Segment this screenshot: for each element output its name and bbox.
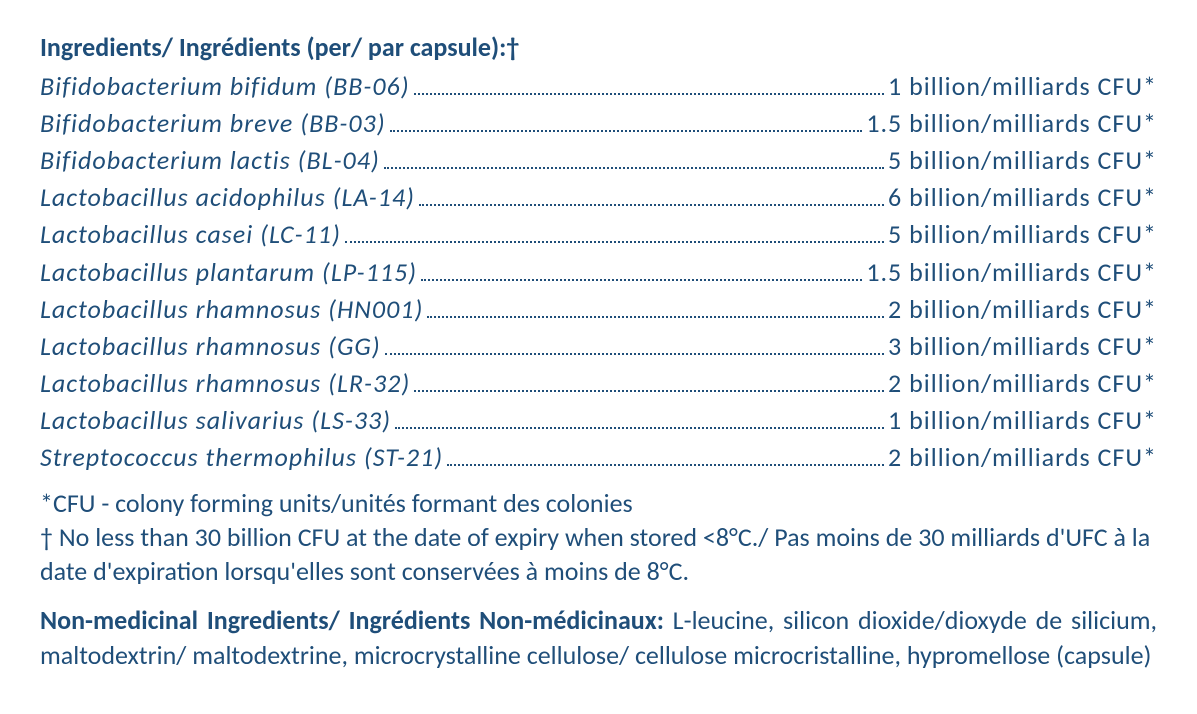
ingredient-row: Bifidobacterium breve (BB-03) 1.5 billion… [40, 106, 1157, 141]
dot-leader [421, 255, 862, 281]
ingredient-value: 1 billion/milliards CFU* [888, 403, 1157, 438]
ingredient-name: Lactobacillus salivarius (LS-33) [40, 403, 391, 438]
ingredient-value: 1.5 billion/milliards CFU* [866, 255, 1157, 290]
ingredient-value: 1.5 billion/milliards CFU* [866, 106, 1157, 141]
dot-leader [427, 292, 884, 318]
ingredients-list: Bifidobacterium bifidum (BB-06) 1 billion… [40, 69, 1157, 475]
footnote-dagger: † No less than 30 billion CFU at the dat… [40, 521, 1157, 589]
ingredient-name: Lactobacillus rhamnosus (LR-32) [40, 366, 410, 401]
ingredient-row: Lactobacillus salivarius (LS-33) 1 billio… [40, 403, 1157, 438]
ingredient-value: 1 billion/milliards CFU* [888, 69, 1157, 104]
ingredient-name: Lactobacillus casei (LC-11) [40, 217, 341, 252]
ingredient-name: Lactobacillus rhamnosus (GG) [40, 329, 381, 364]
dot-leader [385, 329, 884, 355]
ingredient-name: Streptococcus thermophilus (ST-21) [40, 440, 443, 475]
footnotes: *CFU - colony forming units/unités forma… [40, 487, 1157, 588]
ingredient-name: Bifidobacterium lactis (BL-04) [40, 143, 380, 178]
ingredient-value: 5 billion/milliards CFU* [888, 143, 1157, 178]
ingredient-row: Lactobacillus rhamnosus (GG) 3 billion/mi… [40, 329, 1157, 364]
dot-leader [390, 106, 863, 132]
ingredient-name: Lactobacillus plantarum (LP-115) [40, 255, 417, 290]
ingredient-value: 2 billion/milliards CFU* [888, 366, 1157, 401]
ingredient-name: Lactobacillus acidophilus (LA-14) [40, 180, 415, 215]
dot-leader [414, 69, 884, 95]
dot-leader [345, 217, 884, 243]
dot-leader [447, 440, 884, 466]
ingredient-name: Bifidobacterium bifidum (BB-06) [40, 69, 410, 104]
dot-leader [419, 180, 884, 206]
ingredient-row: Streptococcus thermophilus (ST-21) 2 bill… [40, 440, 1157, 475]
ingredient-row: Lactobacillus plantarum (LP-115) 1.5 bill… [40, 255, 1157, 290]
ingredient-value: 2 billion/milliards CFU* [888, 292, 1157, 327]
nonmedicinal-section: Non-medicinal Ingredients/ Ingrédients N… [40, 603, 1157, 673]
dot-leader [395, 403, 884, 429]
ingredient-value: 6 billion/milliards CFU* [888, 180, 1157, 215]
ingredient-name: Bifidobacterium breve (BB-03) [40, 106, 386, 141]
ingredient-name: Lactobacillus rhamnosus (HN001) [40, 292, 423, 327]
ingredient-row: Bifidobacterium lactis (BL-04) 5 billion/… [40, 143, 1157, 178]
ingredient-row: Lactobacillus acidophilus (LA-14) 6 billi… [40, 180, 1157, 215]
ingredient-value: 2 billion/milliards CFU* [888, 440, 1157, 475]
nonmedicinal-label: Non-medicinal Ingredients/ Ingrédients N… [40, 604, 664, 636]
dot-leader [414, 366, 884, 392]
ingredient-value: 5 billion/milliards CFU* [888, 217, 1157, 252]
ingredient-row: Lactobacillus rhamnosus (HN001) 2 billion… [40, 292, 1157, 327]
ingredient-value: 3 billion/milliards CFU* [888, 329, 1157, 364]
ingredient-row: Lactobacillus casei (LC-11) 5 billion/mil… [40, 217, 1157, 252]
ingredients-header: Ingredients/ Ingrédients (per/ par capsu… [40, 30, 1157, 65]
ingredient-row: Lactobacillus rhamnosus (LR-32) 2 billion… [40, 366, 1157, 401]
footnote-cfu: *CFU - colony forming units/unités forma… [40, 487, 1157, 521]
ingredient-row: Bifidobacterium bifidum (BB-06) 1 billion… [40, 69, 1157, 104]
dot-leader [384, 143, 884, 169]
